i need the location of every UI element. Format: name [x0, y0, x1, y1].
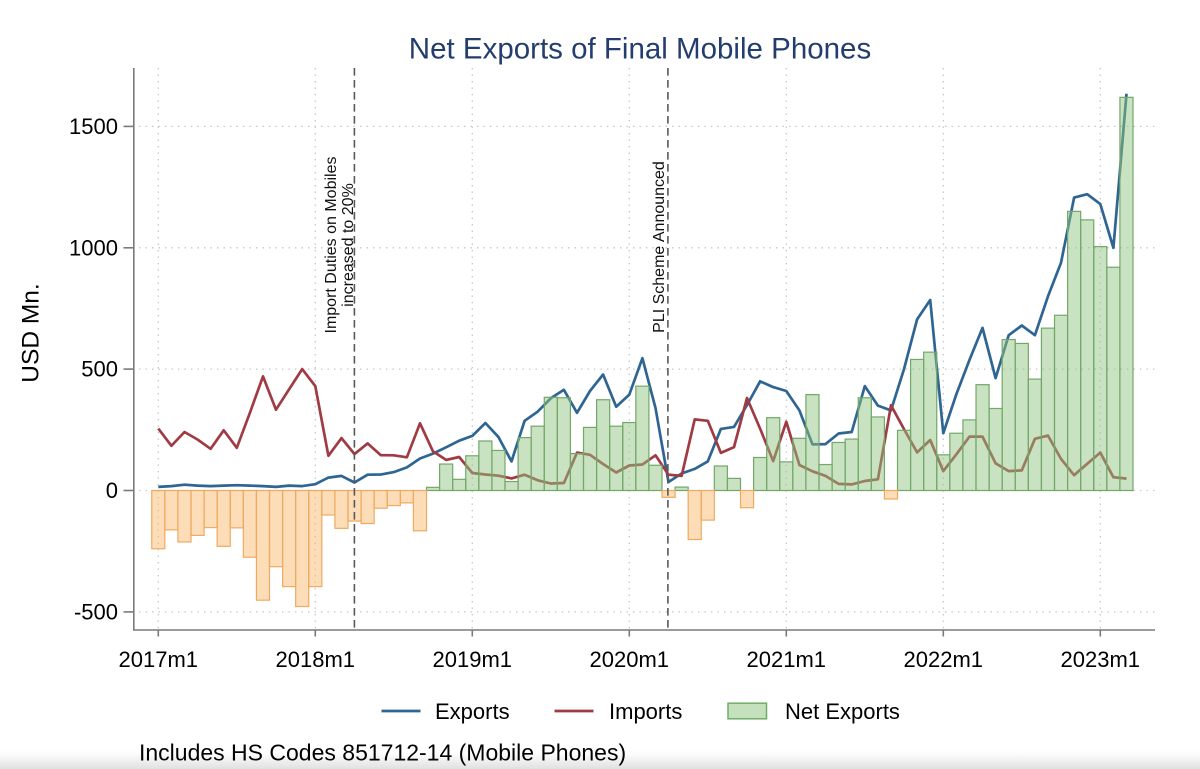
svg-text:2023m1: 2023m1	[1061, 647, 1141, 672]
svg-text:0: 0	[106, 478, 118, 503]
svg-text:500: 500	[81, 357, 118, 382]
svg-text:Net Exports of Final Mobile Ph: Net Exports of Final Mobile Phones	[409, 33, 871, 66]
svg-text:PLI Scheme Announced: PLI Scheme Announced	[651, 161, 668, 333]
svg-text:USD Mn.: USD Mn.	[18, 283, 45, 382]
svg-text:Net Exports: Net Exports	[785, 699, 900, 724]
svg-text:1500: 1500	[69, 114, 118, 139]
svg-text:2020m1: 2020m1	[590, 647, 670, 672]
svg-text:Imports: Imports	[609, 699, 682, 724]
svg-text:2022m1: 2022m1	[904, 647, 984, 672]
svg-text:increased to 20%: increased to 20%	[340, 183, 357, 307]
svg-text:1000: 1000	[69, 235, 118, 260]
svg-text:Exports: Exports	[435, 699, 510, 724]
svg-text:2019m1: 2019m1	[433, 647, 513, 672]
svg-text:-500: -500	[74, 599, 118, 624]
svg-text:2018m1: 2018m1	[276, 647, 356, 672]
svg-text:2017m1: 2017m1	[119, 647, 199, 672]
svg-text:Import Duties on Mobiles: Import Duties on Mobiles	[323, 157, 340, 334]
svg-text:2021m1: 2021m1	[747, 647, 827, 672]
svg-text:Includes HS Codes 851712-14 (M: Includes HS Codes 851712-14 (Mobile Phon…	[139, 740, 626, 766]
